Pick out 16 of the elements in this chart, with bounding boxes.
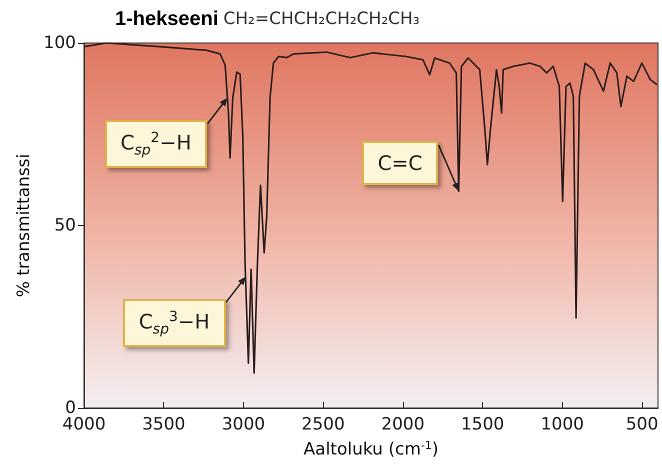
x-tick-label: 1500 xyxy=(460,414,504,434)
y-tick-label: 50 xyxy=(54,216,76,236)
annotation: C$_{sp}$$^{3}$−H xyxy=(122,298,226,348)
chart-title: 1-hekseeni xyxy=(115,8,218,30)
x-tick-label: 3000 xyxy=(222,414,266,434)
x-tick-label: 500 xyxy=(626,414,658,434)
y-tick-label: 100 xyxy=(44,33,76,53)
chart-subtitle: CH₂=CHCH₂CH₂CH₂CH₃ xyxy=(223,9,420,29)
x-tick-label: 3500 xyxy=(142,414,186,434)
annotation: C=C xyxy=(362,141,438,186)
x-tick-label: 1000 xyxy=(540,414,584,434)
annotation: C$_{sp}$$^{2}$−H xyxy=(104,120,208,168)
y-axis-title: % transmittanssi xyxy=(14,154,34,298)
line-series xyxy=(83,42,658,374)
x-tick-label: 2500 xyxy=(302,414,345,434)
x-tick-label: 2000 xyxy=(381,414,425,434)
